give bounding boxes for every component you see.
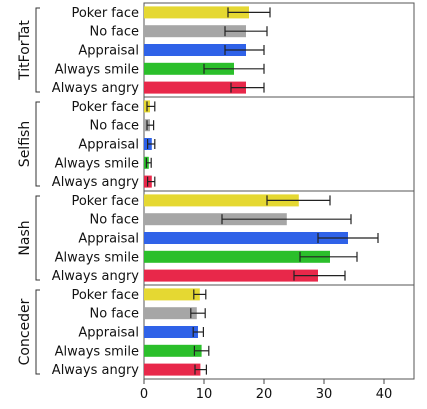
- bar-titfortat-always-angry: [144, 81, 246, 94]
- bar-titfortat-poker-face: [144, 6, 249, 19]
- bar-nash-poker-face: [144, 194, 299, 207]
- x-tick-label-0: 0: [140, 387, 148, 402]
- x-tick-label-30: 30: [316, 387, 333, 402]
- category-label-conceder-no-face: No face: [90, 307, 140, 322]
- category-label-nash-always-smile: Always smile: [55, 250, 139, 265]
- category-label-nash-poker-face: Poker face: [71, 194, 139, 209]
- category-label-conceder-always-angry: Always angry: [52, 363, 140, 378]
- bar-conceder-appraisal: [144, 326, 198, 338]
- group-label-conceder: Conceder: [17, 298, 33, 365]
- bar-conceder-always-angry: [144, 363, 201, 376]
- group-label-nash: Nash: [17, 220, 33, 255]
- category-label-nash-appraisal: Appraisal: [78, 232, 139, 247]
- x-tick-label-40: 40: [376, 387, 393, 402]
- category-label-titfortat-always-smile: Always smile: [55, 62, 139, 77]
- x-tick-label-10: 10: [196, 387, 213, 402]
- category-label-titfortat-no-face: No face: [90, 25, 140, 40]
- category-label-selfish-always-smile: Always smile: [55, 156, 139, 171]
- category-label-selfish-always-angry: Always angry: [52, 175, 140, 190]
- group-bracket-selfish: [35, 101, 40, 187]
- bar-conceder-always-smile: [144, 344, 202, 357]
- bar-nash-appraisal: [144, 232, 348, 244]
- category-label-selfish-no-face: No face: [90, 119, 140, 134]
- bar-conceder-poker-face: [144, 288, 200, 301]
- group-label-selfish: Selfish: [17, 121, 33, 167]
- bar-conceder-no-face: [144, 307, 197, 320]
- category-label-selfish-poker-face: Poker face: [71, 100, 139, 115]
- bar-nash-always-angry: [144, 269, 318, 282]
- x-tick-label-20: 20: [256, 387, 273, 402]
- category-label-conceder-appraisal: Appraisal: [78, 326, 139, 341]
- bar-titfortat-no-face: [144, 25, 246, 38]
- category-label-titfortat-poker-face: Poker face: [71, 6, 139, 21]
- group-label-titfortat: TitForTat: [17, 20, 33, 81]
- panel-frame-selfish: [143, 96, 415, 192]
- category-label-nash-always-angry: Always angry: [52, 269, 140, 284]
- category-label-titfortat-always-angry: Always angry: [52, 81, 140, 96]
- bar-nash-always-smile: [144, 250, 330, 263]
- category-label-conceder-poker-face: Poker face: [71, 288, 139, 303]
- group-bracket-nash: [35, 195, 40, 281]
- bar-nash-no-face: [144, 213, 287, 226]
- bar-titfortat-always-smile: [144, 62, 234, 75]
- group-bracket-conceder: [35, 289, 40, 375]
- category-label-selfish-appraisal: Appraisal: [78, 138, 139, 153]
- group-bracket-titfortat: [35, 7, 40, 93]
- category-label-conceder-always-smile: Always smile: [55, 344, 139, 359]
- category-label-titfortat-appraisal: Appraisal: [78, 44, 139, 59]
- category-label-nash-no-face: No face: [90, 213, 140, 228]
- bar-titfortat-appraisal: [144, 44, 246, 56]
